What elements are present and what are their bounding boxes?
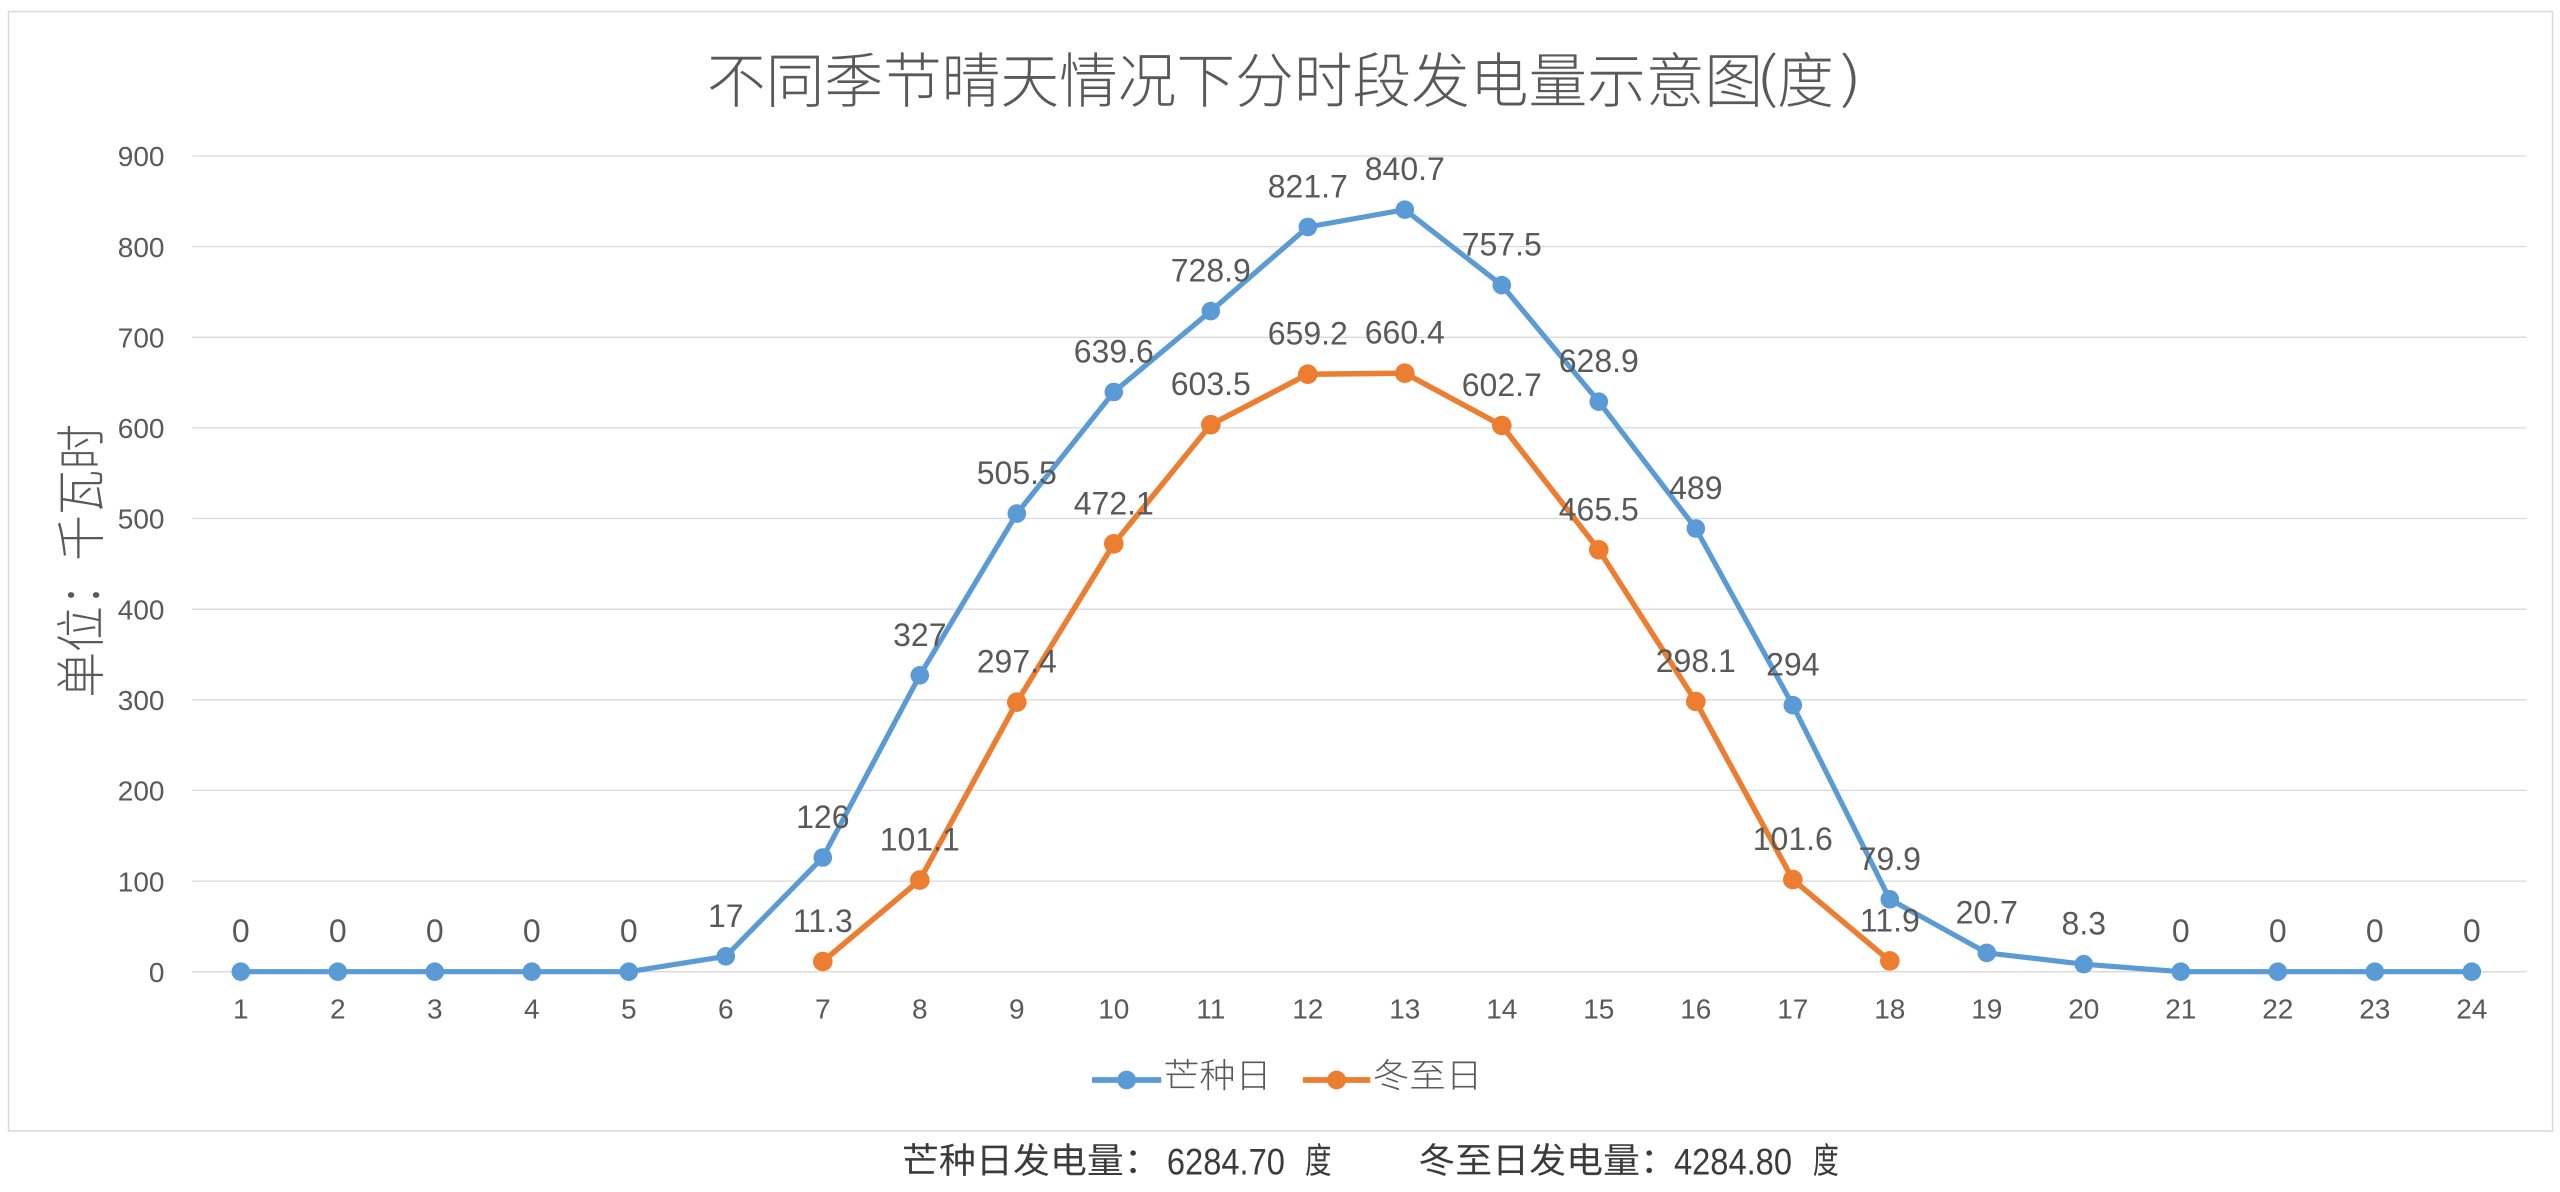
svg-text:900: 900 xyxy=(118,141,165,172)
svg-text:200: 200 xyxy=(118,776,165,807)
svg-text:5: 5 xyxy=(621,993,637,1024)
svg-text:602.7: 602.7 xyxy=(1462,367,1542,403)
svg-text:4: 4 xyxy=(524,993,540,1024)
svg-text:600: 600 xyxy=(118,413,165,444)
svg-text:639.6: 639.6 xyxy=(1074,334,1154,370)
svg-text:0: 0 xyxy=(232,913,250,949)
svg-text:9: 9 xyxy=(1009,993,1025,1024)
svg-text:0: 0 xyxy=(2366,913,2384,949)
svg-text:0: 0 xyxy=(426,913,444,949)
svg-text:840.7: 840.7 xyxy=(1365,151,1445,187)
svg-text:4284.80: 4284.80 xyxy=(1674,1142,1792,1183)
svg-text:101.1: 101.1 xyxy=(880,822,960,858)
svg-text:8: 8 xyxy=(912,993,928,1024)
svg-text:7: 7 xyxy=(815,993,831,1024)
svg-text:294: 294 xyxy=(1766,647,1819,683)
svg-text:800: 800 xyxy=(118,232,165,263)
svg-text:23: 23 xyxy=(2359,993,2390,1024)
svg-text:8.3: 8.3 xyxy=(2062,906,2106,942)
svg-text:0: 0 xyxy=(2172,913,2190,949)
svg-text:0: 0 xyxy=(620,913,638,949)
svg-text:297.4: 297.4 xyxy=(977,644,1057,680)
svg-text:603.5: 603.5 xyxy=(1171,366,1251,402)
svg-text:22: 22 xyxy=(2262,993,2293,1024)
svg-text:11: 11 xyxy=(1196,993,1225,1024)
svg-text:400: 400 xyxy=(118,594,165,625)
svg-text:3: 3 xyxy=(427,993,443,1024)
svg-text:1: 1 xyxy=(233,993,249,1024)
svg-text:6284.70: 6284.70 xyxy=(1167,1142,1285,1183)
svg-text:327: 327 xyxy=(893,617,946,653)
svg-text:101.6: 101.6 xyxy=(1753,821,1833,857)
svg-text:505.5: 505.5 xyxy=(977,455,1057,491)
svg-text:489: 489 xyxy=(1669,470,1722,506)
svg-text:126: 126 xyxy=(796,799,849,835)
svg-text:15: 15 xyxy=(1583,993,1614,1024)
svg-text:757.5: 757.5 xyxy=(1462,227,1542,263)
svg-text:700: 700 xyxy=(118,323,165,354)
svg-text:24: 24 xyxy=(2456,993,2487,1024)
svg-text:18: 18 xyxy=(1874,993,1905,1024)
svg-text:298.1: 298.1 xyxy=(1656,643,1736,679)
svg-text:2: 2 xyxy=(330,993,346,1024)
svg-text:6: 6 xyxy=(718,993,734,1024)
svg-text:465.5: 465.5 xyxy=(1559,491,1639,527)
svg-text:79.9: 79.9 xyxy=(1859,841,1921,877)
svg-text:19: 19 xyxy=(1971,993,2002,1024)
svg-text:13: 13 xyxy=(1389,993,1420,1024)
svg-text:20: 20 xyxy=(2068,993,2099,1024)
svg-text:659.2: 659.2 xyxy=(1268,316,1348,352)
svg-text:11.9: 11.9 xyxy=(1860,902,1920,938)
svg-text:100: 100 xyxy=(118,866,165,897)
svg-text:20.7: 20.7 xyxy=(1956,894,2018,930)
svg-text:0: 0 xyxy=(329,913,347,949)
svg-text:628.9: 628.9 xyxy=(1559,343,1639,379)
svg-text:16: 16 xyxy=(1680,993,1711,1024)
svg-text:0: 0 xyxy=(523,913,541,949)
svg-text:500: 500 xyxy=(118,504,165,535)
svg-text:472.1: 472.1 xyxy=(1074,485,1154,521)
svg-text:0: 0 xyxy=(2463,913,2481,949)
svg-text:0: 0 xyxy=(149,957,165,988)
svg-text:300: 300 xyxy=(118,685,165,716)
svg-text:11.3: 11.3 xyxy=(793,903,853,939)
svg-text:728.9: 728.9 xyxy=(1171,253,1251,289)
svg-text:821.7: 821.7 xyxy=(1268,169,1348,205)
svg-text:0: 0 xyxy=(2269,913,2287,949)
svg-text:17: 17 xyxy=(1777,993,1808,1024)
svg-text:12: 12 xyxy=(1292,993,1323,1024)
svg-text:660.4: 660.4 xyxy=(1365,315,1445,351)
svg-text:14: 14 xyxy=(1486,993,1517,1024)
svg-text:17: 17 xyxy=(708,898,744,934)
svg-text:10: 10 xyxy=(1098,993,1129,1024)
svg-text:21: 21 xyxy=(2165,993,2196,1024)
